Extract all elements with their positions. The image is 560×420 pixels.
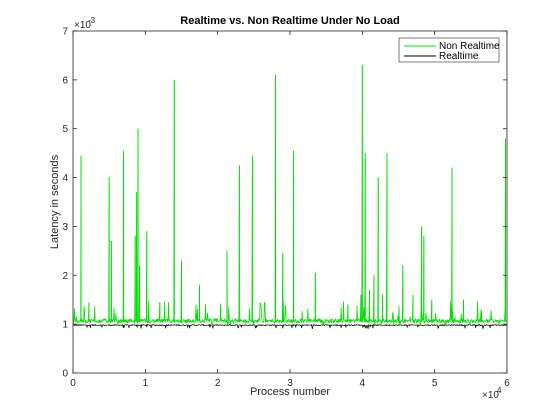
x-tick-label: 4 xyxy=(360,378,366,389)
series-layer xyxy=(72,65,508,330)
y-tick-label: 4 xyxy=(62,173,68,184)
y-tick-label: 2 xyxy=(62,271,68,282)
series-line-realtime xyxy=(72,323,508,330)
y-tick-label: 1 xyxy=(62,320,68,331)
x-exponent-power: 4 xyxy=(497,386,502,395)
x-tick-label: 0 xyxy=(70,378,76,389)
ticks-layer: 0 1 2 3 4 5 6 0 1 2 3 4 5 6 7 xyxy=(62,27,510,390)
legend-box xyxy=(398,37,500,63)
x-tick-label: 3 xyxy=(287,378,293,389)
y-exponent: ×10 -3 xyxy=(74,16,96,31)
y-tick-label: 7 xyxy=(62,27,68,38)
x-tick-label: 6 xyxy=(504,378,510,389)
y-tick-label: 0 xyxy=(62,369,68,380)
plot-area xyxy=(73,31,507,373)
y-exponent-base: ×10 xyxy=(74,20,91,31)
y-axis-label: Latency in seconds xyxy=(49,154,61,249)
y-tick-label: 6 xyxy=(62,75,68,86)
x-exponent: ×10 4 xyxy=(482,386,502,401)
x-tick-label: 2 xyxy=(215,378,221,389)
legend: Non Realtime Realtime xyxy=(398,37,500,63)
y-tick-label: 3 xyxy=(62,222,68,233)
legend-label-realtime: Realtime xyxy=(439,51,479,62)
y-exponent-power: -3 xyxy=(88,16,96,25)
x-exponent-base: ×10 xyxy=(482,390,499,401)
legend-label-non-realtime: Non Realtime xyxy=(439,41,500,52)
x-tick-label: 5 xyxy=(432,378,438,389)
x-tick-label: 1 xyxy=(143,378,149,389)
y-tick-label: 5 xyxy=(62,124,68,135)
series-line-non-realtime xyxy=(72,65,508,326)
x-axis-label: Process number xyxy=(250,386,330,398)
chart-title: Realtime vs. Non Realtime Under No Load xyxy=(180,15,399,27)
